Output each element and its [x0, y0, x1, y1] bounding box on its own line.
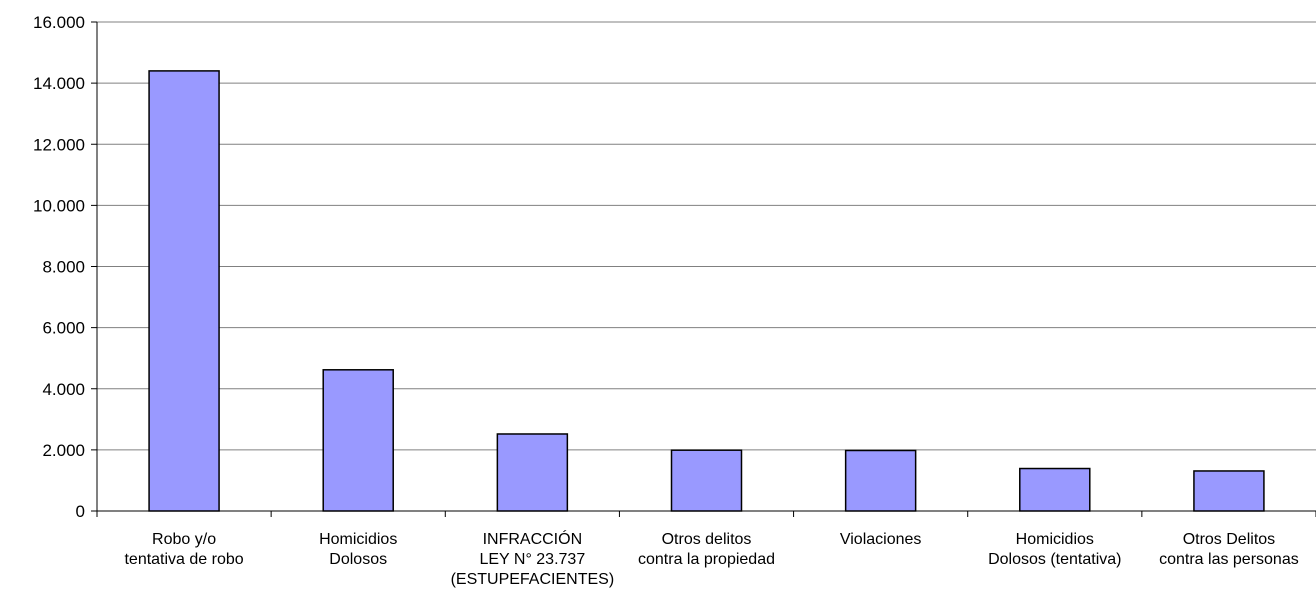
x-tick-label: INFRACCIÓN LEY N° 23.737 (ESTUPEFACIENTES) — [451, 529, 615, 588]
x-tick-label-line: Homicidios — [1016, 531, 1094, 548]
y-tick-label: 12.000 — [33, 135, 85, 154]
x-tick-label-line: contra las personas — [1159, 551, 1299, 568]
x-tick-label: Violaciones — [840, 531, 922, 548]
bar — [496, 433, 569, 512]
x-tick-label: Otros Delitos contra las personas — [1159, 531, 1299, 568]
y-tick-label: 14.000 — [33, 74, 85, 93]
y-tick-label: 8.000 — [42, 258, 85, 277]
bars — [148, 70, 1265, 512]
bar — [322, 369, 394, 512]
x-tick-label-line: Dolosos (tentativa) — [988, 551, 1121, 568]
x-tick-label-line: Otros delitos — [662, 531, 752, 548]
x-tick-label-line: Violaciones — [840, 531, 922, 548]
x-tick-label-line: (ESTUPEFACIENTES) — [451, 571, 615, 588]
y-tick-label: 16.000 — [33, 13, 85, 32]
x-tick-label: Robo y/o tentativa de robo — [124, 531, 243, 568]
bar — [1019, 467, 1091, 512]
x-tick-label-line: Homicidios — [319, 531, 397, 548]
bar — [1193, 470, 1265, 512]
y-tick-labels: 0 2.000 4.000 6.000 8.000 10.000 12.000 14.000 1… — [33, 13, 85, 521]
y-tick-label: 0 — [76, 502, 85, 521]
x-tick-label-line: contra la propiedad — [638, 551, 775, 568]
x-tick-label-line: Robo y/o — [152, 531, 216, 548]
x-tick-label-line: Dolosos — [329, 551, 387, 568]
y-tick-label: 4.000 — [42, 380, 85, 399]
x-tick-label-line: LEY N° 23.737 — [479, 551, 585, 568]
x-tick-label: Homicidios Dolosos — [319, 531, 397, 568]
bar — [670, 449, 743, 512]
y-tick-label: 10.000 — [33, 196, 85, 215]
axes — [91, 21, 1316, 517]
x-tick-label-line: Otros Delitos — [1183, 531, 1275, 548]
x-tick-label: Otros delitos contra la propiedad — [638, 531, 775, 568]
x-tick-label-line: INFRACCIÓN — [483, 529, 583, 548]
x-tick-label: Homicidios Dolosos (tentativa) — [988, 531, 1121, 568]
y-tick-label: 6.000 — [42, 319, 85, 338]
bar — [844, 449, 917, 512]
x-tick-label-line: tentativa de robo — [124, 551, 243, 568]
bar — [148, 70, 220, 512]
gridlines — [97, 21, 1316, 451]
y-tick-label: 2.000 — [42, 441, 85, 460]
x-tick-labels: Robo y/o tentativa de robo Homicidios Dolos… — [124, 529, 1298, 588]
